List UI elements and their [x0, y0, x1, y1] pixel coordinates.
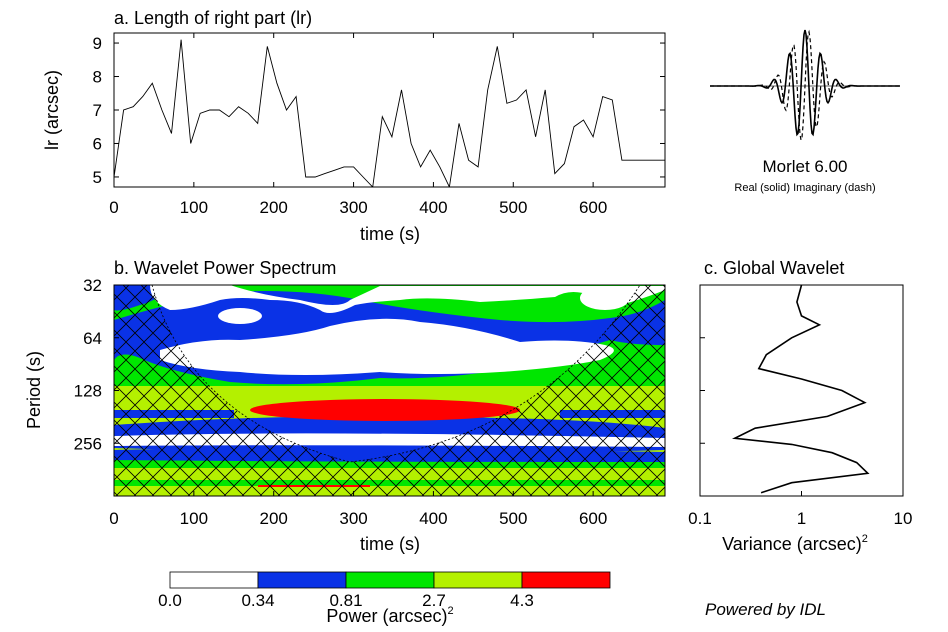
- panel-b-title: b. Wavelet Power Spectrum: [114, 258, 336, 278]
- a-xtick-label: 500: [499, 198, 527, 217]
- panel-c-xlabel-text: Variance (arcsec): [722, 534, 862, 554]
- colorbar-level-label: 4.3: [510, 591, 534, 610]
- morlet-title: Morlet 6.00: [762, 157, 847, 176]
- b-xtick-label: 100: [180, 509, 208, 528]
- b-ytick-label: 128: [74, 382, 102, 401]
- a-ytick-label: 6: [93, 134, 102, 153]
- contour-white-blob-1: [218, 308, 262, 324]
- colorbar-level-label: 0.34: [241, 591, 274, 610]
- panel-a-ylabel: lr (arcsec): [42, 70, 62, 150]
- panel-a-frame: [113, 32, 666, 188]
- c-xtick-label: 0.1: [688, 509, 712, 528]
- contour-red-peak: [250, 399, 520, 421]
- panel-c: c. Global Wavelet 0.1 1 10 Variance (arcse…: [688, 258, 912, 554]
- b-xtick-label: 300: [339, 509, 367, 528]
- c-xtick-label: 1: [797, 509, 806, 528]
- colorbar-box: [169, 571, 259, 589]
- panel-c-xlabel: Variance (arcsec)2: [722, 533, 868, 554]
- contour-white-top: [150, 285, 665, 314]
- a-ytick-label: 8: [93, 68, 102, 87]
- panel-a: a. Length of right part (lr) 0 100 200 300 4…: [42, 8, 666, 244]
- panel-a-series: [114, 39, 665, 187]
- morlet-caption: Real (solid) Imaginary (dash): [734, 182, 875, 194]
- b-xtick-label: 400: [419, 509, 447, 528]
- a-ytick-label: 7: [93, 101, 102, 120]
- colorbar-level-label: 0.0: [158, 591, 182, 610]
- c-xtick-label: 10: [894, 509, 913, 528]
- panel-a-x-ticks: 0 100 200 300 400 500 600: [109, 33, 607, 217]
- panel-b-ylabel: Period (s): [24, 351, 44, 429]
- a-ytick-label: 5: [93, 168, 102, 187]
- panel-b-x-ticks: 0 100 200 300 400 500 600: [109, 491, 607, 528]
- colorbar-label: Power (arcsec)2: [326, 605, 453, 626]
- colorbar-level-label: 0.81: [329, 591, 362, 610]
- b-xtick-label: 0: [109, 509, 118, 528]
- b-ytick-label: 256: [74, 434, 102, 453]
- lr-series-line: [114, 39, 665, 187]
- panel-c-x-ticks: 0.1 1 10: [688, 491, 912, 528]
- panel-c-xlabel-sup: 2: [862, 533, 868, 545]
- colorbar-level-label: 2.7: [422, 591, 446, 610]
- morlet-real-curve: [710, 29, 900, 137]
- b-xtick-label: 200: [260, 509, 288, 528]
- colorbar-box: [257, 571, 347, 589]
- morlet-imaginary-curve: [710, 29, 900, 143]
- a-xtick-label: 600: [579, 198, 607, 217]
- panel-a-xlabel: time (s): [360, 224, 420, 244]
- a-xtick-label: 200: [260, 198, 288, 217]
- panel-b-y-ticks: 32 64 128 256: [74, 276, 119, 453]
- a-xtick-label: 100: [180, 198, 208, 217]
- power-spectrum-contours: [114, 285, 665, 496]
- panel-a-y-ticks: 5 6 7 8 9: [93, 34, 665, 187]
- colorbar-boxes: [169, 571, 611, 589]
- a-xtick-label: 0: [109, 198, 118, 217]
- a-xtick-label: 400: [419, 198, 447, 217]
- colorbar-label-sup: 2: [447, 605, 453, 617]
- panel-b: b. Wavelet Power Spectrum: [24, 258, 666, 554]
- morlet-inset: Morlet 6.00 Real (solid) Imaginary (dash…: [710, 29, 900, 194]
- coi-boundary: [151, 285, 641, 463]
- panel-a-title: a. Length of right part (lr): [114, 8, 312, 28]
- colorbar: 0.0 0.34 0.81 2.7 4.3 Power (arcsec)2: [158, 571, 611, 626]
- contour-white-center: [160, 318, 614, 375]
- b-ytick-label: 64: [83, 329, 102, 348]
- panel-c-y-ticks: [700, 284, 705, 444]
- colorbar-box: [433, 571, 523, 589]
- contour-white-blob-2: [580, 286, 630, 310]
- colorbar-labels: 0.0 0.34 0.81 2.7 4.3: [158, 591, 534, 610]
- a-xtick-label: 300: [339, 198, 367, 217]
- b-ytick-label: 32: [83, 276, 102, 295]
- b-xtick-label: 600: [579, 509, 607, 528]
- colorbar-box: [345, 571, 435, 589]
- a-ytick-label: 9: [93, 34, 102, 53]
- panel-c-title: c. Global Wavelet: [704, 258, 844, 278]
- colorbar-box: [521, 571, 611, 589]
- powered-by-idl: Powered by IDL: [705, 600, 826, 619]
- global-wavelet-line: [731, 284, 870, 494]
- panel-c-series: [731, 284, 870, 494]
- colorbar-label-text: Power (arcsec): [326, 606, 447, 626]
- b-xtick-label: 500: [499, 509, 527, 528]
- panel-b-xlabel: time (s): [360, 534, 420, 554]
